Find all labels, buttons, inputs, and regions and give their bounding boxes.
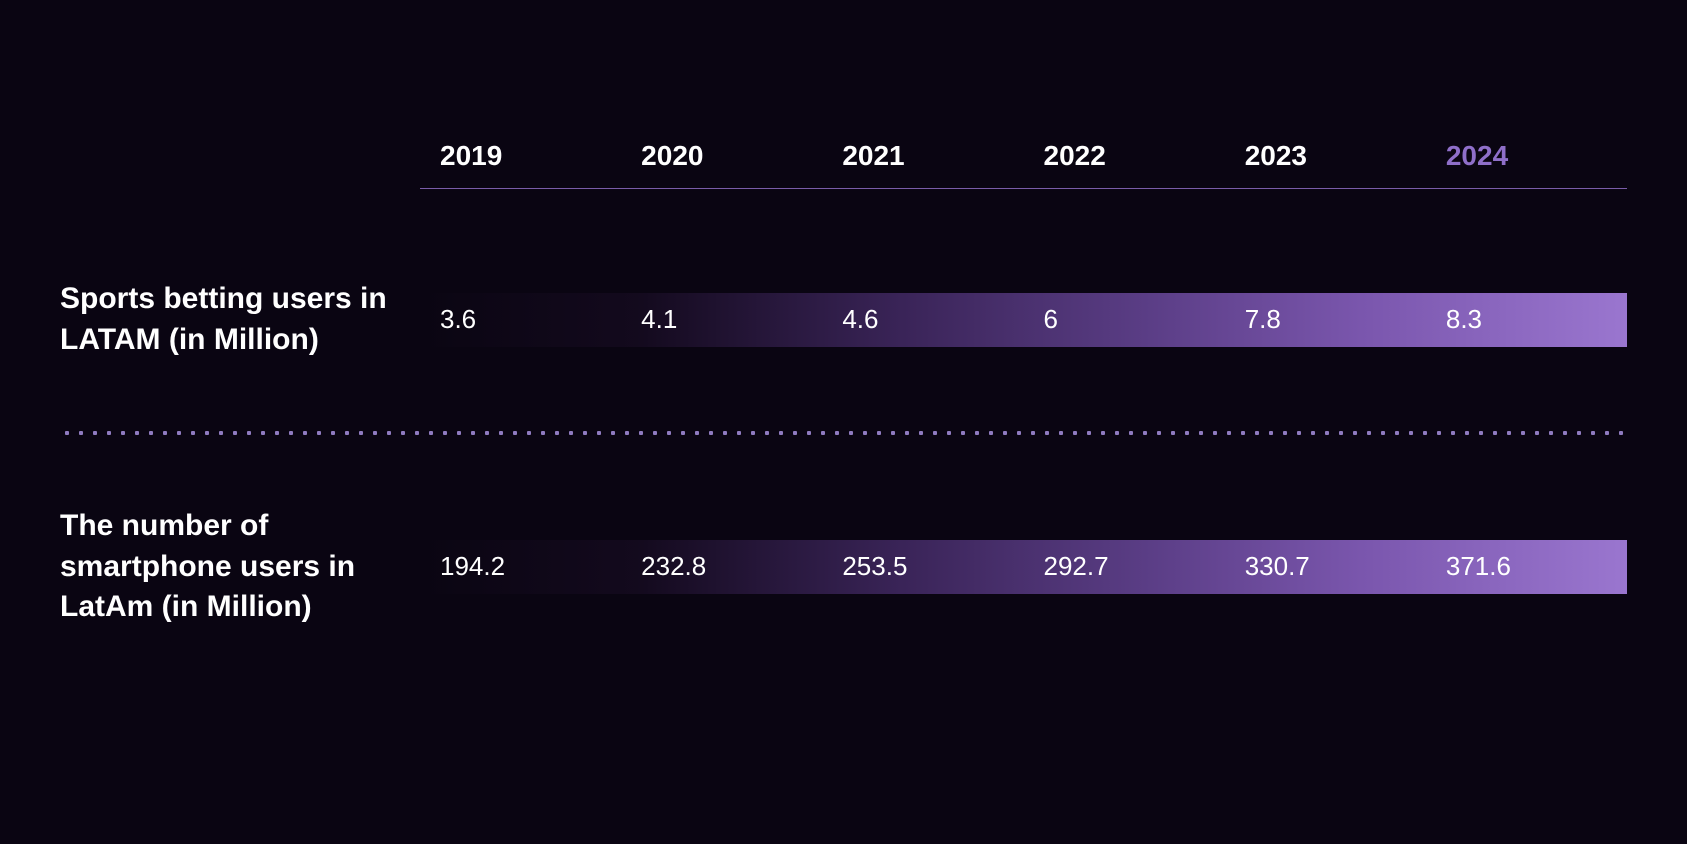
bar-values-0: 3.6 4.1 4.6 6 7.8 8.3 [420, 293, 1627, 347]
header-row: 2019 2020 2021 2022 2023 2024 [60, 140, 1627, 189]
val-0-0: 3.6 [420, 304, 621, 335]
row-label-1: The number of smartphone users in LatAm … [60, 506, 420, 628]
val-1-0: 194.2 [420, 551, 621, 582]
row-label-0: Sports betting users in LATAM (in Millio… [60, 279, 420, 360]
data-row-0: Sports betting users in LATAM (in Millio… [60, 279, 1627, 360]
year-3: 2022 [1024, 140, 1225, 172]
val-1-1: 232.8 [621, 551, 822, 582]
val-0-3: 6 [1024, 304, 1225, 335]
val-1-3: 292.7 [1024, 551, 1225, 582]
val-0-1: 4.1 [621, 304, 822, 335]
year-5: 2024 [1426, 140, 1627, 172]
bar-1: 194.2 232.8 253.5 292.7 330.7 371.6 [420, 540, 1627, 594]
year-2: 2021 [822, 140, 1023, 172]
data-row-1: The number of smartphone users in LatAm … [60, 506, 1627, 628]
val-1-5: 371.6 [1426, 551, 1627, 582]
chart-container: 2019 2020 2021 2022 2023 2024 Sports bet… [0, 0, 1687, 628]
val-0-2: 4.6 [822, 304, 1023, 335]
val-0-5: 8.3 [1426, 304, 1627, 335]
years-header: 2019 2020 2021 2022 2023 2024 [420, 140, 1627, 189]
bar-0: 3.6 4.1 4.6 6 7.8 8.3 [420, 293, 1627, 347]
year-1: 2020 [621, 140, 822, 172]
year-0: 2019 [420, 140, 621, 172]
bar-values-1: 194.2 232.8 253.5 292.7 330.7 371.6 [420, 540, 1627, 594]
val-1-4: 330.7 [1225, 551, 1426, 582]
val-0-4: 7.8 [1225, 304, 1426, 335]
val-1-2: 253.5 [822, 551, 1023, 582]
year-4: 2023 [1225, 140, 1426, 172]
row-divider [60, 430, 1627, 436]
